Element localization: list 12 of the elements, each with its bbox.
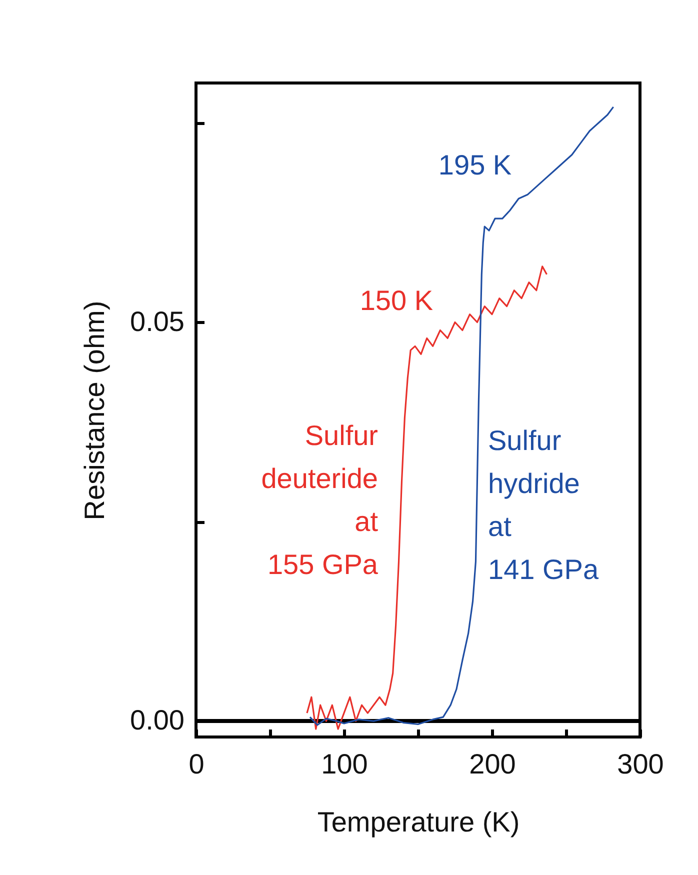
annotation: 150 K xyxy=(360,285,434,316)
x-tick-label: 100 xyxy=(321,748,368,780)
annotation: 195 K xyxy=(438,150,512,181)
x-axis-title: Temperature (K) xyxy=(317,806,520,838)
x-tick-label: 0 xyxy=(188,748,204,780)
x-tick-label: 300 xyxy=(617,748,664,780)
y-tick-label: 0.05 xyxy=(130,306,184,337)
series-label: Sulfur deuteride at 155 GPa xyxy=(261,420,378,580)
y-tick-label: 0.00 xyxy=(130,704,184,736)
y-axis-title: Resistance (ohm) xyxy=(79,300,110,520)
series-label: Sulfur hydride at 141 GPa xyxy=(488,425,599,585)
x-tick-label: 200 xyxy=(469,748,516,780)
